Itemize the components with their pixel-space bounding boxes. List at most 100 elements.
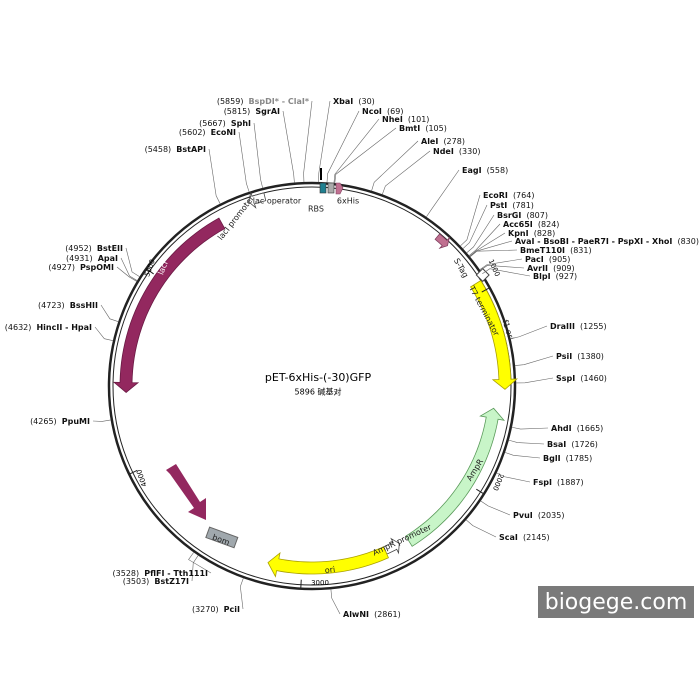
ruler-tick <box>476 488 484 494</box>
enzyme-line <box>496 472 531 483</box>
enzyme-label: BsrGI (807) <box>497 211 548 220</box>
enzyme-position: (1255) <box>580 322 607 331</box>
enzyme-position: (105) <box>425 124 447 133</box>
enzyme-line <box>92 419 111 422</box>
enzyme-label: DraIII (1255) <box>550 322 607 331</box>
enzyme-line <box>334 127 397 184</box>
enzyme-name: NdeI <box>433 147 454 156</box>
enzyme-label: NheI (101) <box>382 115 429 124</box>
bom-box <box>205 526 239 549</box>
enzyme-position: (5458) <box>145 145 172 154</box>
enzyme-position: (927) <box>556 272 578 281</box>
enzyme-label: (5859) BspDI* - ClaI* <box>217 97 310 106</box>
enzyme-name: SgrAI <box>255 107 280 116</box>
enzyme-line <box>514 355 554 366</box>
enzyme-line <box>515 377 554 384</box>
enzyme-position: (909) <box>553 264 575 273</box>
plasmid-title: pET-6xHis-(-30)GFP <box>265 371 372 384</box>
enzyme-line <box>479 265 525 271</box>
ampr-promoter-arrow <box>383 537 400 555</box>
enzyme-name: BssHII <box>70 301 98 310</box>
enzyme-line <box>116 266 137 282</box>
enzyme-line <box>482 268 531 277</box>
enzyme-line <box>510 325 548 340</box>
enzyme-name: SphI <box>231 119 251 128</box>
enzyme-position: (4952) <box>65 244 92 253</box>
enzyme-name: DraIII <box>550 322 575 331</box>
enzyme-position: (330) <box>459 147 481 156</box>
enzyme-label: (5815) SgrAI <box>224 107 280 116</box>
ruler-label: 5000 <box>143 258 157 277</box>
enzyme-line <box>504 452 541 459</box>
enzyme-name: BglI <box>543 454 561 463</box>
enzyme-label: (3528) PflFI - Tth111I <box>113 569 209 578</box>
enzyme-line <box>465 519 497 538</box>
enzyme-name: PsiI <box>556 352 572 361</box>
f1-ori-arrow <box>470 279 518 390</box>
enzyme-line <box>469 240 513 257</box>
enzyme-name: BmeT110I <box>520 246 565 255</box>
ruler-tick <box>129 469 138 475</box>
enzyme-label: EcoRI (764) <box>483 191 534 200</box>
enzyme-label: (4632) HincII - HpaI <box>5 323 92 332</box>
enzyme-label: PsiI (1380) <box>556 352 604 361</box>
enzyme-position: (4931) <box>66 254 93 263</box>
enzyme-line <box>508 439 545 445</box>
enzyme-name: Acc65I <box>503 220 533 229</box>
enzyme-name: BsaI <box>547 440 566 449</box>
feature-label: 6xHis <box>337 197 359 206</box>
enzyme-name: PciI <box>224 605 240 614</box>
enzyme-name: AhdI <box>551 424 572 433</box>
enzyme-label: (3503) BstZ17I <box>123 577 189 586</box>
enzyme-position: (278) <box>443 137 465 146</box>
enzyme-position: (101) <box>408 115 430 124</box>
enzyme-label: KpnI (828) <box>508 229 555 238</box>
feature-label: AmpR promoter <box>371 522 433 557</box>
enzyme-name: NcoI <box>362 107 382 116</box>
ruler-label: 3000 <box>311 579 329 587</box>
enzyme-label: BmeT110I (831) <box>520 246 592 255</box>
enzyme-label: EagI (558) <box>462 166 508 175</box>
enzyme-name: HincII - HpaI <box>36 323 92 332</box>
enzyme-name: ScaI <box>499 533 518 542</box>
enzyme-position: (4632) <box>5 323 32 332</box>
enzyme-name: FspI <box>533 478 552 487</box>
enzyme-label: AvaI - BsoBI - PaeR7I - PspXI - XhoI (83… <box>515 237 699 246</box>
enzyme-line <box>125 247 140 278</box>
enzyme-label: FspI (1887) <box>533 478 584 487</box>
enzyme-line <box>238 131 250 193</box>
feature-label: lac operator <box>253 197 302 206</box>
enzyme-line <box>381 150 431 195</box>
stag-arrow <box>434 233 451 249</box>
enzyme-line <box>480 500 511 516</box>
enzyme-position: (4265) <box>30 417 57 426</box>
enzyme-position: (1665) <box>577 424 604 433</box>
enzyme-label: BglI (1785) <box>543 454 592 463</box>
enzyme-position: (3503) <box>123 577 150 586</box>
enzyme-label: SspI (1460) <box>556 374 607 383</box>
plasmid-size: 5896 碱基对 <box>295 387 342 397</box>
enzyme-name: XbaI <box>333 97 353 106</box>
enzyme-line <box>468 223 501 256</box>
enzyme-label: Acc65I (824) <box>503 220 559 229</box>
enzyme-label: (5667) SphI <box>199 119 251 128</box>
ruler-tick <box>481 287 490 293</box>
rop-arrow <box>166 464 206 520</box>
enzyme-name: BspDI* - ClaI* <box>249 97 310 106</box>
enzyme-name: BmtI <box>399 124 420 133</box>
enzyme-line <box>460 194 481 247</box>
enzyme-line <box>469 232 506 257</box>
enzyme-position: (2035) <box>538 511 565 520</box>
rbs-box <box>327 182 335 194</box>
enzyme-position: (1460) <box>580 374 607 383</box>
enzyme-position: (781) <box>512 201 534 210</box>
enzyme-position: (3270) <box>192 605 219 614</box>
enzyme-line <box>466 214 495 254</box>
watermark-bg <box>538 586 694 618</box>
enzyme-position: (824) <box>538 220 560 229</box>
enzyme-position: (5815) <box>224 107 251 116</box>
enzyme-label: AleI (278) <box>421 137 465 146</box>
enzyme-label: AhdI (1665) <box>551 424 603 433</box>
enzyme-position: (1380) <box>577 352 604 361</box>
enzyme-name: PspOMI <box>80 263 114 272</box>
